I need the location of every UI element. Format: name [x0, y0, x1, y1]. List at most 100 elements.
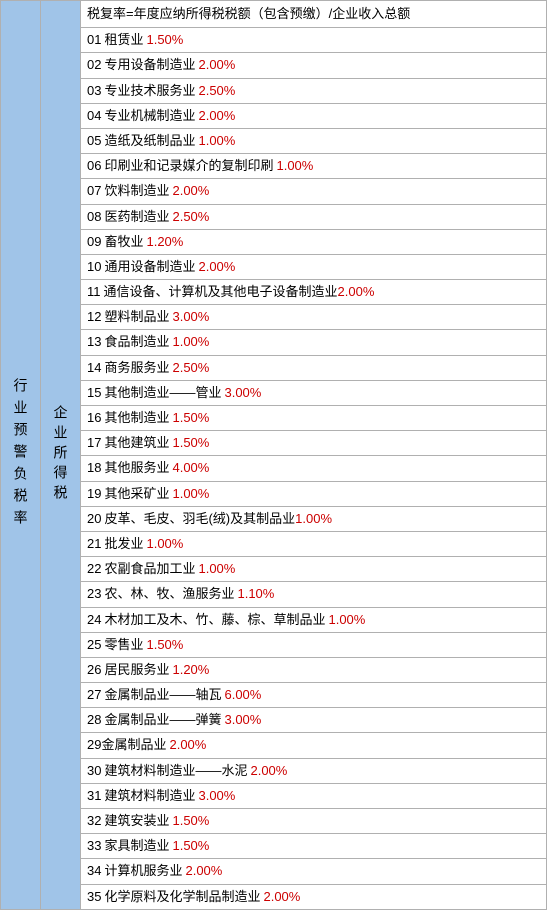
row-number: 15	[87, 384, 101, 402]
row-rate: 1.20%	[146, 233, 183, 251]
row-number: 30	[87, 762, 101, 780]
row-number: 07	[87, 182, 101, 200]
formula-header: 税复率=年度应纳所得税税额（包含预缴）/企业收入总额	[81, 1, 546, 28]
row-rate: 1.50%	[172, 434, 209, 452]
row-industry-name: 零售业	[104, 636, 143, 654]
row-industry-name: 其他服务业	[104, 459, 169, 477]
row-rate: 2.00%	[198, 258, 235, 276]
row-number: 12	[87, 308, 101, 326]
table-row: 24木材加工及木、竹、藤、棕、草制品业1.00%	[81, 608, 546, 633]
table-row: 14商务服务业2.50%	[81, 356, 546, 381]
row-industry-name: 专业技术服务业	[104, 82, 195, 100]
table-row: 32建筑安装业1.50%	[81, 809, 546, 834]
row-rate: 1.50%	[146, 636, 183, 654]
row-number: 26	[87, 661, 101, 679]
row-industry-name: 计算机服务业	[104, 862, 182, 880]
table-row: 04专业机械制造业2.00%	[81, 104, 546, 129]
row-number: 06	[87, 157, 101, 175]
table-row: 03专业技术服务业2.50%	[81, 79, 546, 104]
row-rate: 6.00%	[224, 686, 261, 704]
row-number: 25	[87, 636, 101, 654]
row-industry-name: 金属制品业	[101, 736, 166, 754]
table-row: 01租赁业1.50%	[81, 28, 546, 53]
row-number: 16	[87, 409, 101, 427]
table-row: 15其他制造业——管业3.00%	[81, 381, 546, 406]
table-row: 29金属制品业2.00%	[81, 733, 546, 758]
row-number: 18	[87, 459, 101, 477]
row-number: 28	[87, 711, 101, 729]
row-industry-name: 农、林、牧、渔服务业	[104, 585, 234, 603]
table-row: 05造纸及纸制品业1.00%	[81, 129, 546, 154]
row-rate: 1.00%	[172, 333, 209, 351]
row-number: 29	[87, 736, 101, 754]
row-industry-name: 通信设备、计算机及其他电子设备制造业	[104, 283, 338, 301]
row-rate: 1.10%	[237, 585, 274, 603]
row-industry-name: 其他制造业——管业	[104, 384, 221, 402]
row-industry-name: 专业机械制造业	[104, 107, 195, 125]
row-industry-name: 建筑材料制造业	[104, 787, 195, 805]
row-rate: 2.00%	[250, 762, 287, 780]
row-rate: 2.50%	[172, 208, 209, 226]
table-row: 17其他建筑业1.50%	[81, 431, 546, 456]
row-number: 09	[87, 233, 101, 251]
row-industry-name: 其他采矿业	[104, 485, 169, 503]
table-row: 34计算机服务业2.00%	[81, 859, 546, 884]
row-number: 08	[87, 208, 101, 226]
row-industry-name: 医药制造业	[104, 208, 169, 226]
table-row: 27金属制品业——轴瓦6.00%	[81, 683, 546, 708]
table-row: 28金属制品业——弹簧3.00%	[81, 708, 546, 733]
row-industry-name: 建筑材料制造业——水泥	[104, 762, 247, 780]
table-row: 02专用设备制造业2.00%	[81, 53, 546, 78]
row-rate: 1.00%	[328, 611, 365, 629]
table-row: 11通信设备、计算机及其他电子设备制造业2.00%	[81, 280, 546, 305]
row-industry-name: 其他建筑业	[104, 434, 169, 452]
table-row: 07饮料制造业2.00%	[81, 179, 546, 204]
row-number: 22	[87, 560, 101, 578]
table-row: 20皮革、毛皮、羽毛(绒)及其制品业1.00%	[81, 507, 546, 532]
row-number: 19	[87, 485, 101, 503]
row-rate: 2.00%	[198, 56, 235, 74]
formula-text: 税复率=年度应纳所得税税额（包含预缴）/企业收入总额	[87, 6, 410, 21]
row-rate: 1.20%	[172, 661, 209, 679]
row-industry-name: 通用设备制造业	[104, 258, 195, 276]
table-row: 09畜牧业1.20%	[81, 230, 546, 255]
row-rate: 2.50%	[198, 82, 235, 100]
table-row: 13食品制造业1.00%	[81, 330, 546, 355]
row-industry-name: 造纸及纸制品业	[104, 132, 195, 150]
table-row: 22农副食品加工业1.00%	[81, 557, 546, 582]
row-industry-name: 金属制品业——轴瓦	[104, 686, 221, 704]
row-industry-name: 塑料制品业	[104, 308, 169, 326]
mid-label-column: 企业所得税	[41, 1, 81, 909]
table-row: 19其他采矿业1.00%	[81, 482, 546, 507]
table-row: 10通用设备制造业2.00%	[81, 255, 546, 280]
row-rate: 2.00%	[185, 862, 222, 880]
left-label-text: 行业预警负税率	[11, 378, 31, 532]
row-number: 01	[87, 31, 101, 49]
row-number: 13	[87, 333, 101, 351]
row-rate: 1.50%	[172, 812, 209, 830]
row-industry-name: 印刷业和记录媒介的复制印刷	[104, 157, 273, 175]
row-number: 17	[87, 434, 101, 452]
row-rate: 3.00%	[172, 308, 209, 326]
row-number: 20	[87, 510, 101, 528]
row-industry-name: 专用设备制造业	[104, 56, 195, 74]
row-industry-name: 饮料制造业	[104, 182, 169, 200]
row-industry-name: 木材加工及木、竹、藤、棕、草制品业	[104, 611, 325, 629]
row-number: 10	[87, 258, 101, 276]
row-rate: 3.00%	[198, 787, 235, 805]
row-number: 33	[87, 837, 101, 855]
table-row: 25零售业1.50%	[81, 633, 546, 658]
table-row: 30建筑材料制造业——水泥2.00%	[81, 759, 546, 784]
row-industry-name: 畜牧业	[104, 233, 143, 251]
row-rate: 1.00%	[295, 510, 332, 528]
row-industry-name: 批发业	[104, 535, 143, 553]
row-rate: 2.00%	[172, 182, 209, 200]
row-rate: 1.00%	[146, 535, 183, 553]
row-number: 31	[87, 787, 101, 805]
row-industry-name: 商务服务业	[104, 359, 169, 377]
row-rate: 1.00%	[198, 560, 235, 578]
row-number: 23	[87, 585, 101, 603]
table-row: 35化学原料及化学制品制造业2.00%	[81, 885, 546, 909]
row-industry-name: 金属制品业——弹簧	[104, 711, 221, 729]
row-number: 34	[87, 862, 101, 880]
